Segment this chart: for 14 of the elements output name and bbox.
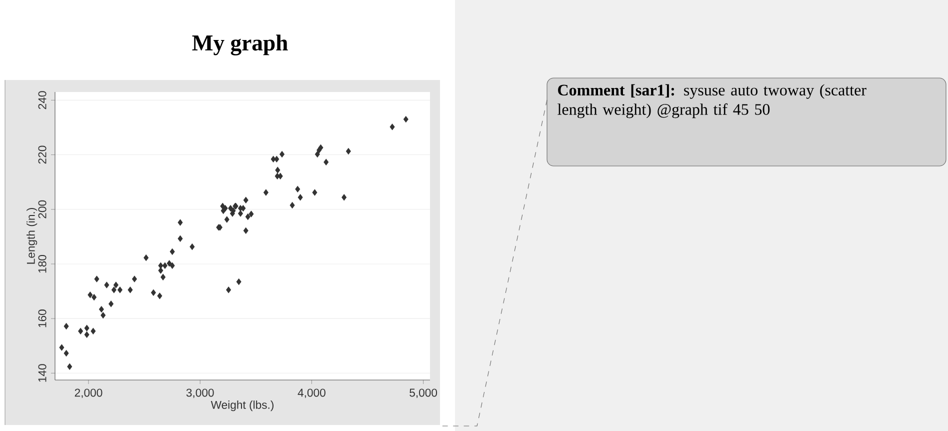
- text: Comment [sar1]: sysuse auto twoway (scatter length weight) @graph tif 45 50: [558, 84, 866, 118]
- y-tick-label: 240: [38, 91, 46, 110]
- x-tick-label: 3,000: [186, 388, 214, 398]
- y-tick-label: 200: [38, 200, 46, 218]
- x-axis-title: Weight (lbs.): [210, 400, 274, 412]
- y-tick-label: 220: [38, 146, 46, 164]
- x-tick-label: 4,000: [298, 388, 326, 398]
- y-tick-label: 180: [38, 254, 46, 273]
- x-tick-label: 2,000: [74, 388, 102, 398]
- y-axis-title: Length (in.): [26, 208, 38, 264]
- y-tick-label: 160: [38, 310, 46, 328]
- y-tick-label: 140: [38, 364, 46, 382]
- chart-title: My graph: [192, 34, 288, 56]
- x-tick-label: 5,000: [410, 388, 438, 398]
